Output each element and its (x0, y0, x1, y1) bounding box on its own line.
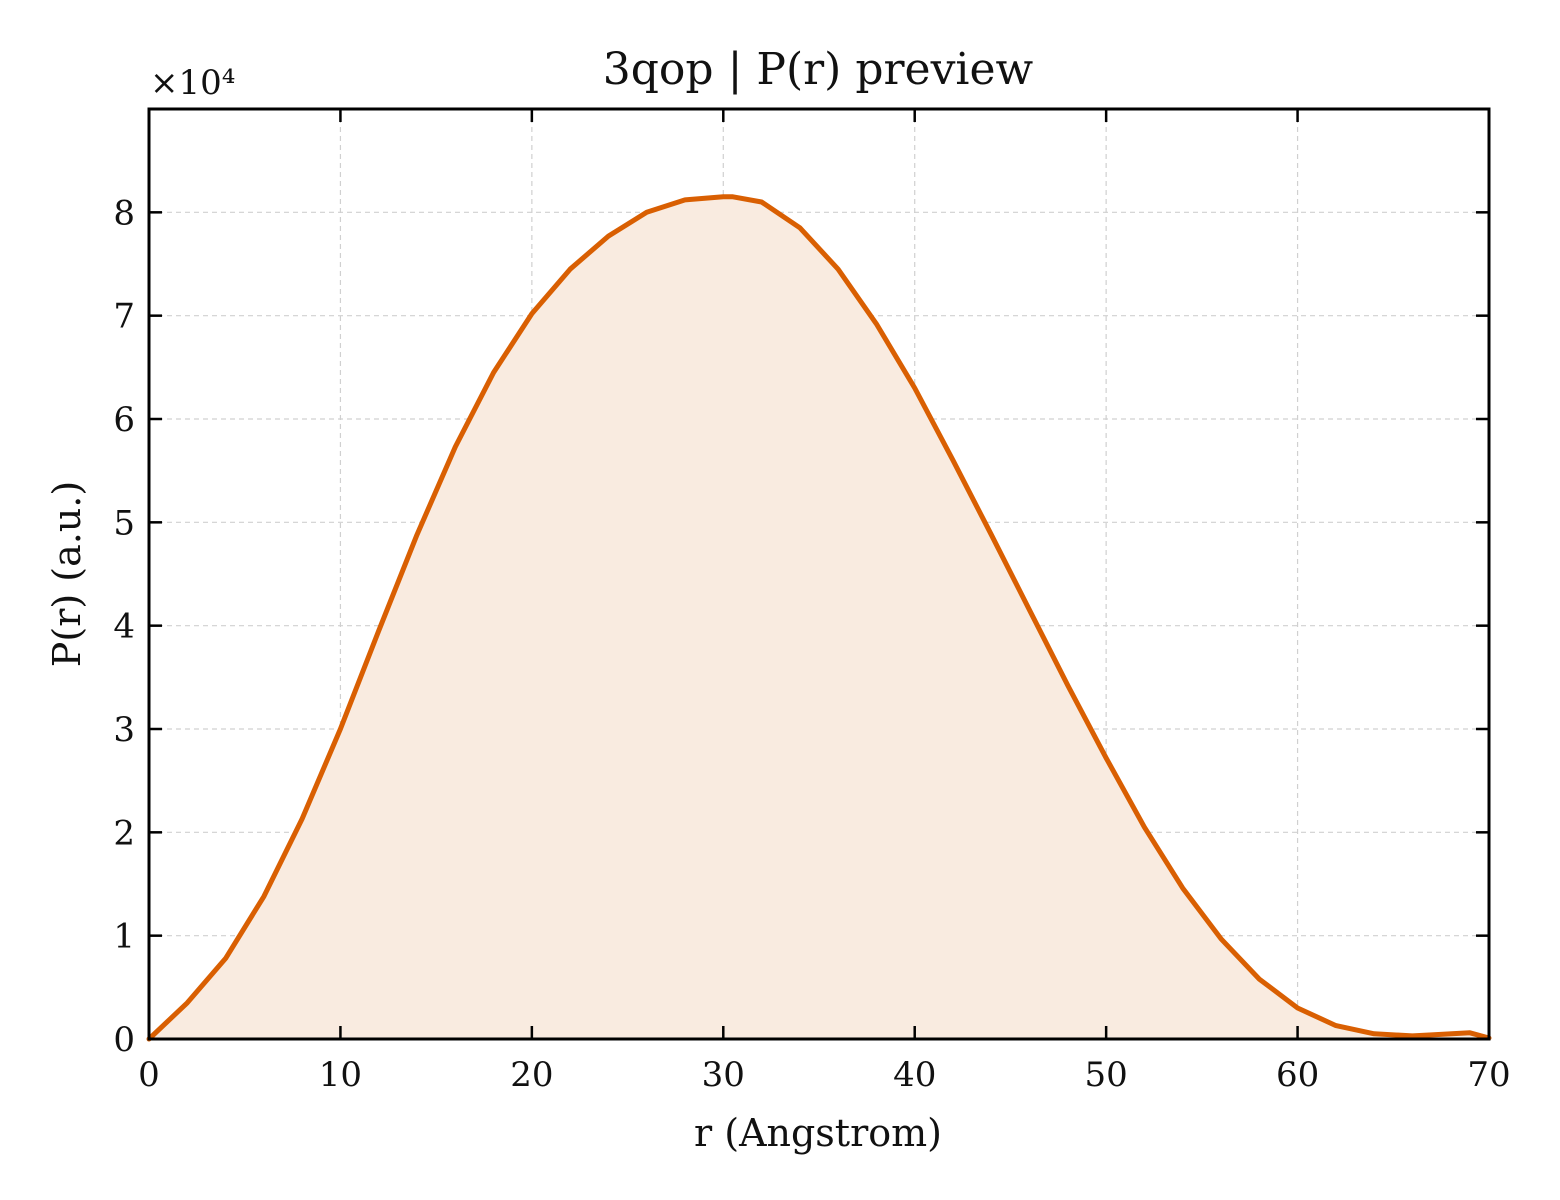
x-tick-label: 20 (510, 1055, 553, 1095)
y-tick-label: 8 (113, 193, 135, 233)
y-tick-label: 7 (113, 297, 135, 337)
x-tick-label: 30 (702, 1055, 745, 1095)
y-tick-label: 1 (113, 917, 135, 957)
x-tick-label: 60 (1276, 1055, 1319, 1095)
y-tick-label: 0 (113, 1020, 135, 1060)
series-line (146, 194, 1492, 1042)
y-tick-label: 3 (113, 710, 135, 750)
x-tick-label: 10 (319, 1055, 362, 1095)
tick-labels: 0 10 20 30 40 50 60 70 0 1 2 3 4 5 6 7 8 (113, 193, 1510, 1095)
y-tick-label: 4 (113, 607, 135, 647)
x-tick-label: 0 (138, 1055, 160, 1095)
x-tick-label: 50 (1085, 1055, 1128, 1095)
y-tick-label: 2 (113, 813, 135, 853)
x-tick-label: 70 (1467, 1055, 1510, 1095)
series-area-fill (149, 196, 1489, 1040)
x-axis-label: r (Angstrom) (694, 1111, 942, 1155)
y-tick-label: 5 (113, 503, 135, 543)
y-tick-label: 6 (113, 400, 135, 440)
chart-title: 3qop | P(r) preview (603, 44, 1034, 95)
y-axis-scale-label: ×10⁴ (150, 63, 235, 103)
plot-frame (147, 107, 1491, 1041)
x-tick-label: 40 (893, 1055, 936, 1095)
y-axis-label: P(r) (a.u.) (45, 481, 89, 667)
